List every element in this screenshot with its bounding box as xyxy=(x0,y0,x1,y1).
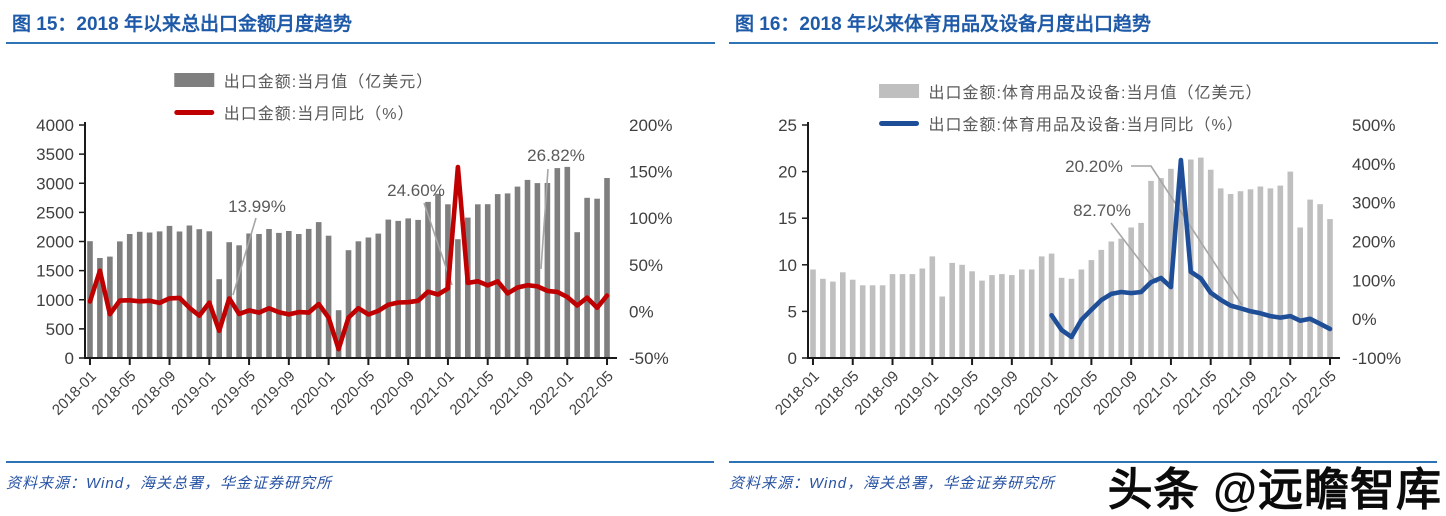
svg-text:500%: 500% xyxy=(1352,116,1395,135)
figure-15-source: 资料来源：Wind，海关总署，华金证券研究所 xyxy=(6,475,333,492)
svg-text:100%: 100% xyxy=(1352,271,1395,290)
svg-text:500: 500 xyxy=(46,320,74,339)
toutiao-watermark: 头条 @远瞻智库 xyxy=(1107,464,1442,515)
legend-label: 出口金额:当月同比（%） xyxy=(223,106,415,123)
svg-text:2022-05: 2022-05 xyxy=(566,368,617,419)
svg-text:0%: 0% xyxy=(1352,310,1377,329)
figure-16-chart-area: 出口金额:体育用品及设备:当月值（亿美元） 出口金额:体育用品及设备:当月同比（… xyxy=(723,55,1446,465)
svg-text:26.82%: 26.82% xyxy=(527,146,585,165)
figure-15-title-underline xyxy=(6,42,715,44)
figure-16-title: 图 16：2018 年以来体育用品及设备月度出口趋势 xyxy=(735,14,1151,35)
svg-text:200%: 200% xyxy=(629,116,672,135)
figure-16-chart: 2520151050500%400%300%200%100%0%-100%201… xyxy=(772,116,1401,419)
svg-text:150%: 150% xyxy=(629,163,672,182)
figure-16-panel: 图 16：2018 年以来体育用品及设备月度出口趋势 出口金额:体育用品及设备:… xyxy=(723,0,1446,516)
svg-text:0%: 0% xyxy=(629,302,654,321)
line-swatch-icon xyxy=(173,109,214,115)
svg-text:400%: 400% xyxy=(1352,155,1395,174)
figure-16-legend: 出口金额:体育用品及设备:当月值（亿美元） 出口金额:体育用品及设备:当月同比（… xyxy=(878,79,1263,135)
svg-text:-50%: -50% xyxy=(629,349,669,368)
figure-15-chart: 4000 3500 3000 2500 2000 1500 1000 500 0 200% 150%… xyxy=(36,116,672,419)
svg-text:15: 15 xyxy=(778,209,797,228)
figure-16-source-rule: 资料来源：Wind，海关总署，华金证券研究所 xyxy=(729,461,1437,493)
svg-text:20.20%: 20.20% xyxy=(1065,157,1123,176)
svg-text:-100%: -100% xyxy=(1352,349,1401,368)
svg-text:0: 0 xyxy=(65,349,74,368)
legend-item-export-yoy: 出口金额:当月同比（%） xyxy=(173,100,433,124)
svg-text:50%: 50% xyxy=(629,256,663,275)
svg-text:200%: 200% xyxy=(1352,233,1395,252)
svg-text:100%: 100% xyxy=(629,209,672,228)
svg-text:5: 5 xyxy=(788,302,797,321)
legend-item-export-value: 出口金额:当月值（亿美元） xyxy=(173,68,434,92)
legend-item-sports-yoy: 出口金额:体育用品及设备:当月同比（%） xyxy=(878,111,1263,135)
svg-text:82.70%: 82.70% xyxy=(1073,201,1131,220)
svg-text:4000: 4000 xyxy=(36,116,74,135)
svg-text:10: 10 xyxy=(778,256,797,275)
legend-item-sports-value: 出口金额:体育用品及设备:当月值（亿美元） xyxy=(878,79,1263,103)
svg-text:3000: 3000 xyxy=(36,174,74,193)
svg-text:2022-05: 2022-05 xyxy=(1289,368,1340,419)
svg-text:1000: 1000 xyxy=(36,291,74,310)
svg-text:300%: 300% xyxy=(1352,194,1395,213)
svg-text:1500: 1500 xyxy=(36,262,74,281)
legend-label: 出口金额:体育用品及设备:当月值（亿美元） xyxy=(928,85,1263,102)
figure-15-title: 图 15：2018 年以来总出口金额月度趋势 xyxy=(12,14,352,35)
legend-label: 出口金额:体育用品及设备:当月同比（%） xyxy=(928,117,1244,134)
figure-15-legend: 出口金额:当月值（亿美元） 出口金额:当月同比（%） xyxy=(173,68,434,124)
bar-swatch-icon xyxy=(878,84,919,98)
svg-text:24.60%: 24.60% xyxy=(387,181,445,200)
svg-text:2500: 2500 xyxy=(36,203,74,222)
svg-text:13.99%: 13.99% xyxy=(228,197,286,216)
line-swatch-icon xyxy=(878,120,919,126)
legend-label: 出口金额:当月值（亿美元） xyxy=(223,74,434,91)
figure-16-title-underline xyxy=(729,42,1438,44)
svg-text:2000: 2000 xyxy=(36,233,74,252)
bar-swatch-icon xyxy=(173,73,214,87)
figure-16-source: 资料来源：Wind，海关总署，华金证券研究所 xyxy=(729,475,1056,492)
svg-text:20: 20 xyxy=(778,163,797,182)
figure-15-chart-area: 出口金额:当月值（亿美元） 出口金额:当月同比（%） 4000 3500 3000 2… xyxy=(0,55,723,465)
svg-text:25: 25 xyxy=(778,116,797,135)
svg-text:0: 0 xyxy=(788,349,797,368)
figure-15-source-rule: 资料来源：Wind，海关总署，华金证券研究所 xyxy=(6,461,714,493)
svg-text:3500: 3500 xyxy=(36,145,74,164)
figure-15-panel: 图 15：2018 年以来总出口金额月度趋势 出口金额:当月值（亿美元） 出口金… xyxy=(0,14,723,493)
